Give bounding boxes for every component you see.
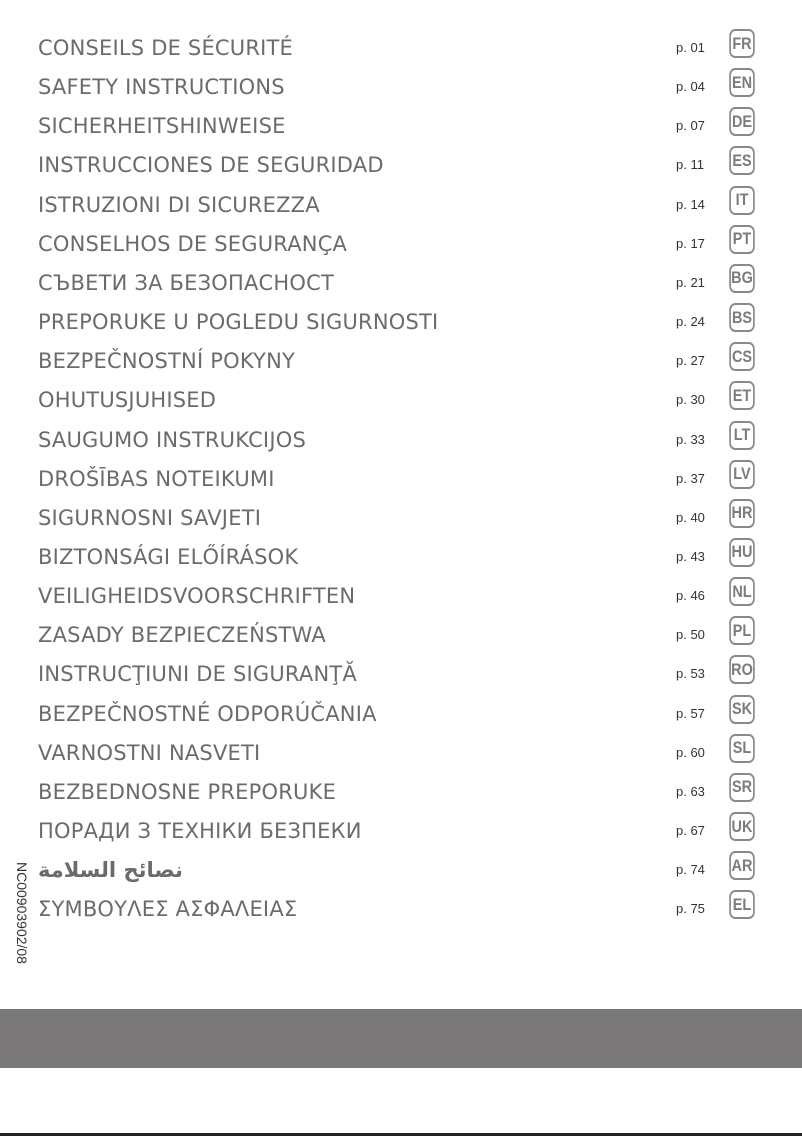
toc-title: INSTRUCŢIUNI DE SIGURANŢĂ bbox=[38, 662, 357, 687]
toc-page-number: p. 04 bbox=[676, 79, 705, 95]
language-badge: ET bbox=[729, 381, 755, 411]
toc-title: SAUGUMO INSTRUKCIJOS bbox=[38, 427, 306, 452]
language-badge: IT bbox=[729, 185, 755, 215]
toc-entry[interactable]: ISTRUZIONI DI SICUREZZA p. 14 IT bbox=[0, 185, 802, 231]
toc-page-number: p. 24 bbox=[676, 314, 705, 330]
toc-title: СЪВЕТИ ЗА БЕЗОПАСНОСТ bbox=[38, 270, 335, 295]
toc-entry[interactable]: CONSEILS DE SÉCURITÉ p. 01 FR bbox=[0, 29, 802, 74]
toc-entry[interactable]: INSTRUCŢIUNI DE SIGURANŢĂ p. 53 RO bbox=[0, 655, 802, 700]
language-badge: HR bbox=[729, 498, 755, 528]
toc-entry[interactable]: BEZBEDNOSNE PREPORUKE p. 63 SR bbox=[0, 772, 802, 818]
language-badge: EL bbox=[729, 890, 755, 920]
toc-entry[interactable]: INSTRUCCIONES DE SEGURIDAD p. 11 ES bbox=[0, 146, 802, 191]
toc-page-number: p. 07 bbox=[676, 118, 705, 134]
language-badge: AR bbox=[729, 851, 755, 881]
toc-page-number: p. 53 bbox=[676, 666, 705, 682]
toc-entry[interactable]: VEILIGHEIDSVOORSCHRIFTEN p. 46 NL bbox=[0, 577, 802, 622]
toc-page-number: p. 17 bbox=[676, 235, 705, 251]
toc-title: OHUTUSJUHISED bbox=[38, 388, 217, 413]
language-badge: EN bbox=[729, 68, 755, 98]
toc-page-number: p. 67 bbox=[676, 823, 705, 838]
toc-page-number: p. 14 bbox=[676, 196, 705, 212]
footer-band bbox=[0, 1009, 802, 1068]
language-badge: DE bbox=[729, 107, 755, 137]
toc-entry[interactable]: BEZPEČNOSTNÍ POKYNY p. 27 CS bbox=[0, 342, 802, 387]
toc-title: DROŠĪBAS NOTEIKUMI bbox=[38, 466, 275, 491]
toc-title: VEILIGHEIDSVOORSCHRIFTEN bbox=[38, 584, 356, 609]
toc-title: ΣΥΜΒΟΥΛΕΣ ΑΣΦΑΛΕΙΑΣ bbox=[38, 897, 298, 922]
language-badge: RO bbox=[729, 655, 755, 685]
toc-entry[interactable]: PREPORUKE U POGLEDU SIGURNOSTI p. 24 BS bbox=[0, 303, 802, 348]
toc-title: BEZPEČNOSTNÉ ODPORÚČANIA bbox=[38, 701, 377, 726]
toc-page-number: p. 63 bbox=[676, 783, 705, 799]
language-badge: SL bbox=[729, 733, 755, 763]
toc-entry[interactable]: BEZPEČNOSTNÉ ODPORÚČANIA p. 57 SK bbox=[0, 694, 802, 740]
toc-entry[interactable]: СЪВЕТИ ЗА БЕЗОПАСНОСТ p. 21 BG bbox=[0, 263, 802, 309]
toc-title: PREPORUKE U POGLEDU SIGURNOSTI bbox=[38, 310, 439, 335]
toc-page-number: p. 75 bbox=[676, 901, 705, 917]
language-badge: LV bbox=[729, 459, 755, 489]
language-badge: ES bbox=[729, 146, 755, 176]
toc-title: CONSELHOS DE SEGURANÇA bbox=[38, 231, 348, 256]
toc-page-number: p. 60 bbox=[676, 744, 705, 760]
toc-page-number: p. 21 bbox=[676, 274, 705, 290]
toc-page-number: p. 50 bbox=[676, 627, 705, 643]
bottom-divider bbox=[0, 1133, 802, 1136]
language-badge: BG bbox=[729, 263, 755, 293]
language-badge: HU bbox=[729, 537, 755, 567]
language-badge: NL bbox=[729, 577, 755, 607]
toc-entry[interactable]: VARNOSTNI NASVETI p. 60 SL bbox=[0, 733, 802, 779]
toc-title: SICHERHEITSHINWEISE bbox=[38, 114, 286, 139]
toc-page-number: p. 33 bbox=[676, 431, 705, 447]
language-badge: PL bbox=[729, 616, 755, 646]
toc-entry[interactable]: ΣΥΜΒΟΥΛΕΣ ΑΣΦΑΛΕΙΑΣ p. 75 EL bbox=[0, 890, 802, 935]
toc-entry[interactable]: نصائح السلامة p. 74 AR bbox=[0, 851, 802, 896]
toc-entry[interactable]: ПОРАДИ З ТЕХНІКИ БЕЗПЕКИ p. 67 UK bbox=[0, 812, 802, 857]
toc-page-number: p. 37 bbox=[676, 470, 705, 486]
toc-page-number: p. 57 bbox=[676, 705, 705, 721]
toc-page-number: p. 43 bbox=[676, 548, 705, 564]
language-badge: BS bbox=[729, 303, 755, 333]
document-code: NC00903902/08 bbox=[14, 862, 30, 964]
toc-page-number: p. 11 bbox=[676, 157, 704, 173]
toc-entry[interactable]: CONSELHOS DE SEGURANÇA p. 17 PT bbox=[0, 224, 802, 270]
toc-page-number: p. 01 bbox=[676, 40, 705, 55]
toc-title: ZASADY BEZPIECZEŃSTWA bbox=[38, 623, 326, 648]
toc-entry[interactable]: DROŠĪBAS NOTEIKUMI p. 37 LV bbox=[0, 459, 802, 505]
toc-title: BEZBEDNOSNE PREPORUKE bbox=[38, 779, 337, 804]
toc-entry[interactable]: SAFETY INSTRUCTIONS p. 04 EN bbox=[0, 68, 802, 113]
toc-entry[interactable]: SAUGUMO INSTRUKCIJOS p. 33 LT bbox=[0, 420, 802, 466]
toc-page-number: p. 46 bbox=[676, 588, 705, 604]
toc-title: ПОРАДИ З ТЕХНІКИ БЕЗПЕКИ bbox=[38, 819, 362, 843]
toc-title: SIGURNOSNI SAVJETI bbox=[38, 505, 262, 530]
language-badge: FR bbox=[729, 29, 755, 58]
toc-title: SAFETY INSTRUCTIONS bbox=[38, 75, 285, 100]
toc-entry[interactable]: BIZTONSÁGI ELŐÍRÁSOK p. 43 HU bbox=[0, 537, 802, 583]
toc-entry[interactable]: SICHERHEITSHINWEISE p. 07 DE bbox=[0, 107, 802, 152]
toc-title: CONSEILS DE SÉCURITÉ bbox=[38, 36, 294, 60]
language-badge: LT bbox=[729, 420, 755, 450]
toc-entry[interactable]: OHUTUSJUHISED p. 30 ET bbox=[0, 381, 802, 426]
toc-entry[interactable]: SIGURNOSNI SAVJETI p. 40 HR bbox=[0, 498, 802, 544]
toc-entry[interactable]: ZASADY BEZPIECZEŃSTWA p. 50 PL bbox=[0, 616, 802, 661]
toc-page-number: p. 74 bbox=[676, 862, 705, 878]
toc-title: ISTRUZIONI DI SICUREZZA bbox=[38, 192, 320, 217]
toc-page-number: p. 40 bbox=[676, 509, 705, 525]
toc-title: نصائح السلامة bbox=[38, 858, 183, 883]
toc-title: VARNOSTNI NASVETI bbox=[38, 740, 261, 765]
language-badge: SR bbox=[729, 772, 755, 802]
toc-page-number: p. 30 bbox=[676, 392, 705, 408]
toc-title: BIZTONSÁGI ELŐÍRÁSOK bbox=[38, 544, 299, 569]
toc-page-number: p. 27 bbox=[676, 353, 705, 369]
toc-title: INSTRUCCIONES DE SEGURIDAD bbox=[38, 153, 384, 178]
language-badge: UK bbox=[729, 812, 755, 841]
language-badge: CS bbox=[729, 342, 755, 372]
toc-title: BEZPEČNOSTNÍ POKYNY bbox=[38, 349, 296, 374]
language-badge: SK bbox=[729, 694, 755, 724]
language-badge: PT bbox=[729, 224, 755, 254]
